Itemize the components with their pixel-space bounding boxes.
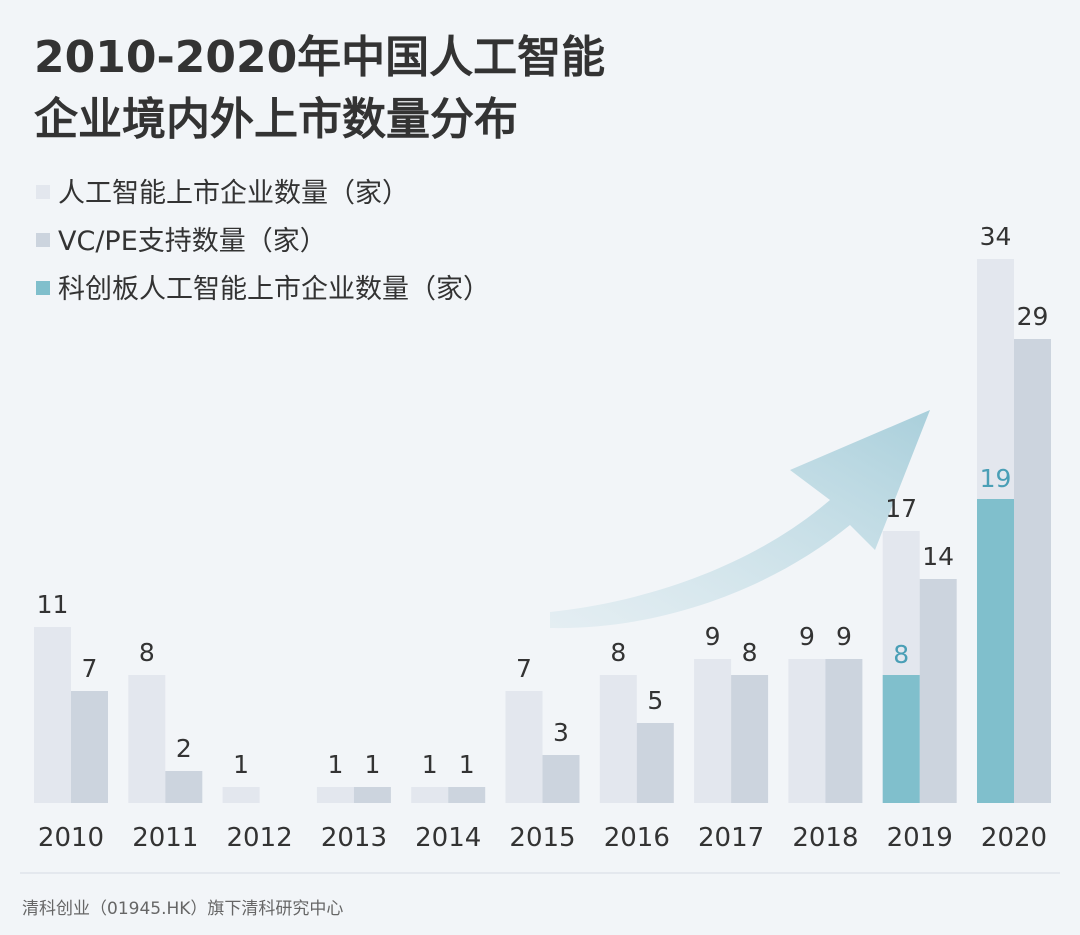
bar [316, 787, 354, 803]
value-label: 1 [233, 750, 249, 779]
bar [636, 723, 674, 803]
value-label: 8 [610, 638, 626, 667]
footer-text: 清科创业（01945.HK）旗下清科研究中心 [22, 899, 343, 919]
value-label: 34 [980, 222, 1012, 251]
value-label: 1 [422, 750, 438, 779]
x-tick-label: 2013 [321, 823, 387, 853]
x-tick-label: 2016 [604, 823, 670, 853]
bar [694, 659, 732, 803]
bar [128, 675, 166, 803]
chart-title: 企业境内外上市数量分布 [34, 94, 518, 145]
value-label: 3 [553, 718, 569, 747]
legend-label: VC/PE支持数量（家） [58, 226, 327, 257]
value-label: 29 [1017, 302, 1049, 331]
x-tick-label: 2010 [38, 823, 104, 853]
bar [71, 691, 108, 803]
bar [353, 787, 391, 803]
value-label: 9 [705, 622, 721, 651]
bar [977, 499, 1014, 803]
bar [825, 659, 863, 803]
bar [222, 787, 260, 803]
x-tick-label: 2012 [227, 823, 293, 853]
x-tick-label: 2020 [981, 823, 1047, 853]
bar [919, 579, 957, 803]
value-label: 7 [82, 654, 98, 683]
value-label: 8 [893, 640, 909, 669]
value-label: 17 [885, 494, 917, 523]
legend-swatch [36, 185, 50, 199]
chart-title: 2010-2020年中国人工智能 [34, 32, 605, 83]
value-label: 9 [799, 622, 815, 651]
value-label: 11 [37, 590, 69, 619]
value-label: 5 [647, 686, 663, 715]
bar [882, 675, 920, 803]
value-label: 9 [836, 622, 852, 651]
x-tick-label: 2017 [698, 823, 764, 853]
bar [505, 691, 543, 803]
bar [34, 627, 71, 803]
bar [411, 787, 449, 803]
value-label: 2 [176, 734, 192, 763]
x-tick-label: 2018 [792, 823, 858, 853]
trend-arrow [550, 410, 930, 629]
x-tick-label: 2011 [132, 823, 198, 853]
x-tick-label: 2019 [887, 823, 953, 853]
value-label: 7 [516, 654, 532, 683]
bar [731, 675, 769, 803]
x-tick-label: 2014 [415, 823, 481, 853]
bar [788, 659, 826, 803]
legend-swatch [36, 281, 50, 295]
x-tick-label: 2015 [509, 823, 575, 853]
value-label: 1 [364, 750, 380, 779]
value-label: 1 [459, 750, 475, 779]
value-label: 8 [742, 638, 758, 667]
value-label: 8 [139, 638, 155, 667]
legend-label: 科创板人工智能上市企业数量（家） [58, 274, 490, 305]
bar [542, 755, 580, 803]
value-label: 1 [327, 750, 343, 779]
value-label: 19 [980, 464, 1012, 493]
bar [1014, 339, 1051, 803]
legend-swatch [36, 233, 50, 247]
bar [599, 675, 637, 803]
bar [448, 787, 486, 803]
legend-label: 人工智能上市企业数量（家） [58, 178, 409, 209]
bar [165, 771, 203, 803]
value-label: 14 [922, 542, 954, 571]
